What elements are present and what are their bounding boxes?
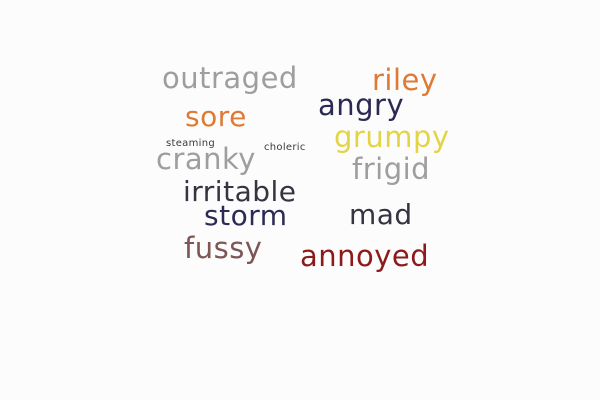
word-outraged: outraged: [162, 61, 298, 95]
word-choleric: choleric: [264, 142, 306, 153]
word-riley: riley: [372, 63, 438, 97]
word-sore: sore: [185, 100, 247, 133]
word-storm: storm: [204, 199, 288, 232]
word-irritable: irritable: [183, 175, 297, 208]
word-mad: mad: [349, 198, 413, 231]
word-fussy: fussy: [184, 231, 263, 265]
word-steaming: steaming: [166, 138, 216, 149]
word-frigid: frigid: [352, 152, 431, 186]
word-cranky: cranky: [156, 142, 256, 176]
word-grumpy: grumpy: [334, 120, 450, 154]
word-annoyed: annoyed: [300, 239, 430, 273]
word-angry: angry: [318, 88, 405, 122]
